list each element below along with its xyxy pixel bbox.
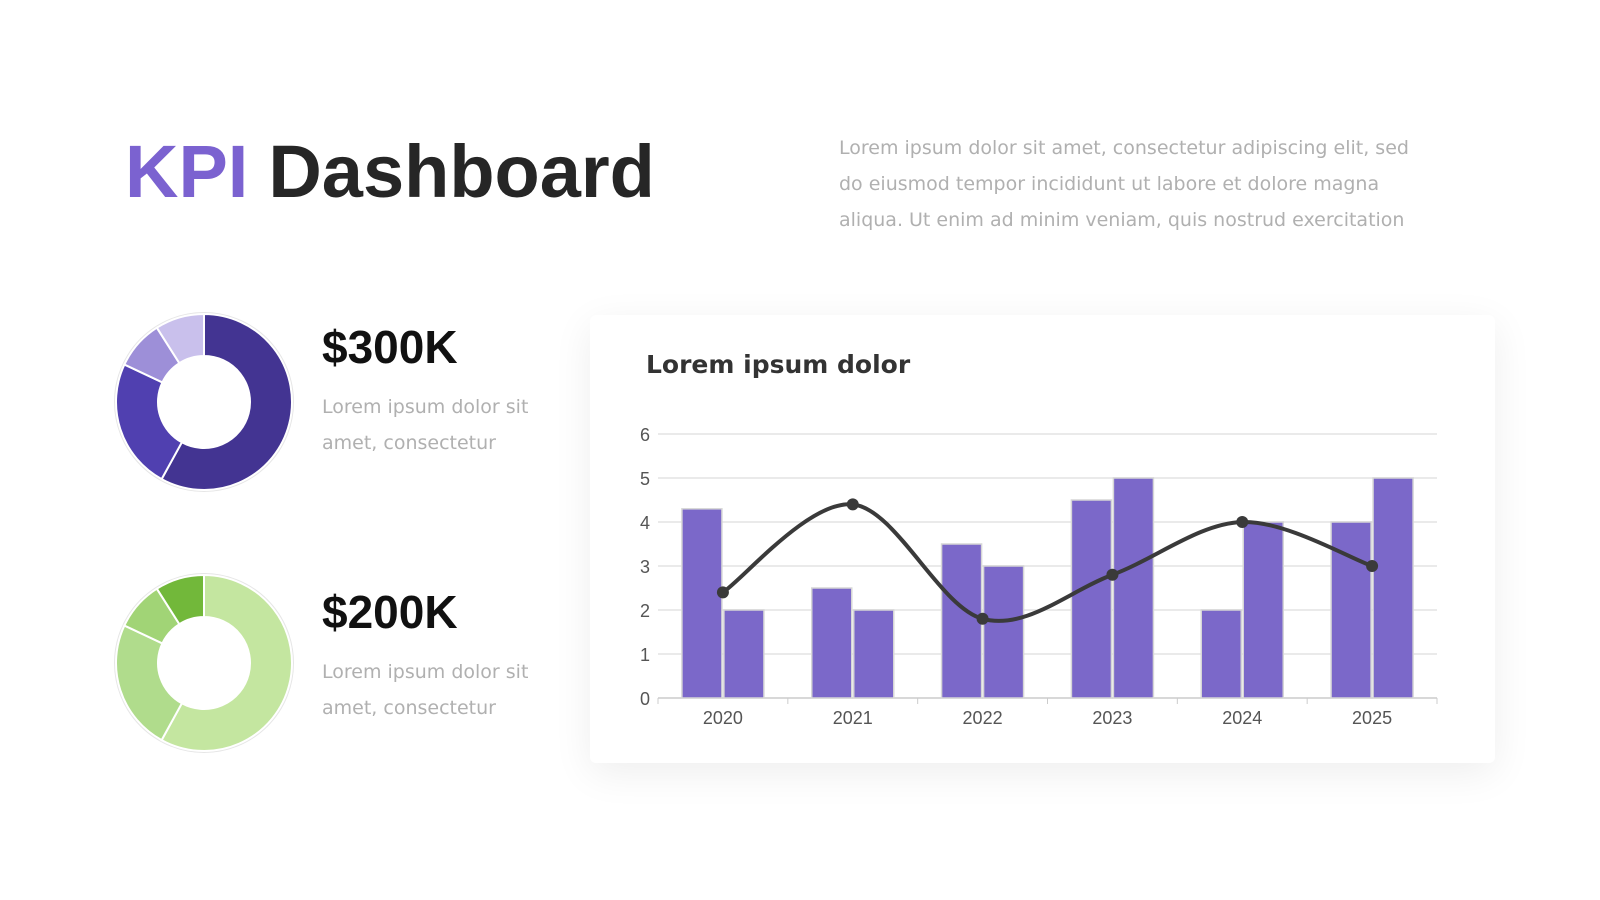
y-tick-label: 5 xyxy=(640,469,650,489)
donut-segment xyxy=(160,573,293,752)
y-tick-label: 6 xyxy=(640,425,650,445)
donut-segment xyxy=(115,624,184,742)
line-point xyxy=(1236,516,1249,528)
kpi-text: amet, consectetur xyxy=(322,697,496,719)
y-tick-label: 4 xyxy=(640,513,650,533)
x-tick-label: 2024 xyxy=(1222,708,1262,728)
donut-segment xyxy=(155,573,205,626)
kpi-text: Lorem ipsum dolor sit xyxy=(322,396,528,418)
bar xyxy=(723,609,765,699)
intro-text: aliqua. Ut enim ad minim veniam, quis no… xyxy=(839,209,1404,231)
donut-segment xyxy=(155,312,205,365)
kpi-value: $300K xyxy=(322,321,458,373)
line-point xyxy=(1106,568,1119,581)
line-point xyxy=(976,612,989,625)
title-rest: Dashboard xyxy=(268,130,655,213)
bar xyxy=(1372,477,1414,699)
bar xyxy=(940,543,983,699)
bar xyxy=(681,508,723,699)
x-tick-label: 2025 xyxy=(1352,708,1392,728)
bar xyxy=(1070,499,1113,699)
x-tick-label: 2022 xyxy=(963,708,1003,728)
bar xyxy=(1242,521,1284,699)
x-tick-label: 2023 xyxy=(1092,708,1132,728)
kpi-text: amet, consectetur xyxy=(322,432,496,454)
intro-text: Lorem ipsum dolor sit amet, consectetur … xyxy=(839,137,1409,159)
bar xyxy=(853,609,895,699)
x-tick-label: 2020 xyxy=(703,708,743,728)
chart-title: Lorem ipsum dolor xyxy=(646,350,911,379)
title-accent: KPI xyxy=(125,130,248,213)
line-point xyxy=(846,498,859,511)
bar xyxy=(1200,609,1242,699)
donut-segment xyxy=(160,312,293,491)
x-tick-label: 2021 xyxy=(833,708,873,728)
title: KPI Dashboard xyxy=(125,130,655,213)
donut-segment xyxy=(115,363,184,481)
y-tick-label: 2 xyxy=(640,601,650,621)
y-tick-label: 0 xyxy=(640,689,650,709)
line-point xyxy=(1366,560,1379,572)
kpi-text: Lorem ipsum dolor sit xyxy=(322,661,528,683)
intro-text: do eiusmod tempor incididunt ut labore e… xyxy=(839,173,1379,195)
y-tick-label: 1 xyxy=(640,645,650,665)
bar xyxy=(1112,477,1155,699)
bar xyxy=(982,565,1025,699)
line-point xyxy=(716,586,729,599)
kpi-value: $200K xyxy=(322,586,458,638)
y-tick-label: 3 xyxy=(640,557,650,577)
bar xyxy=(811,587,853,699)
